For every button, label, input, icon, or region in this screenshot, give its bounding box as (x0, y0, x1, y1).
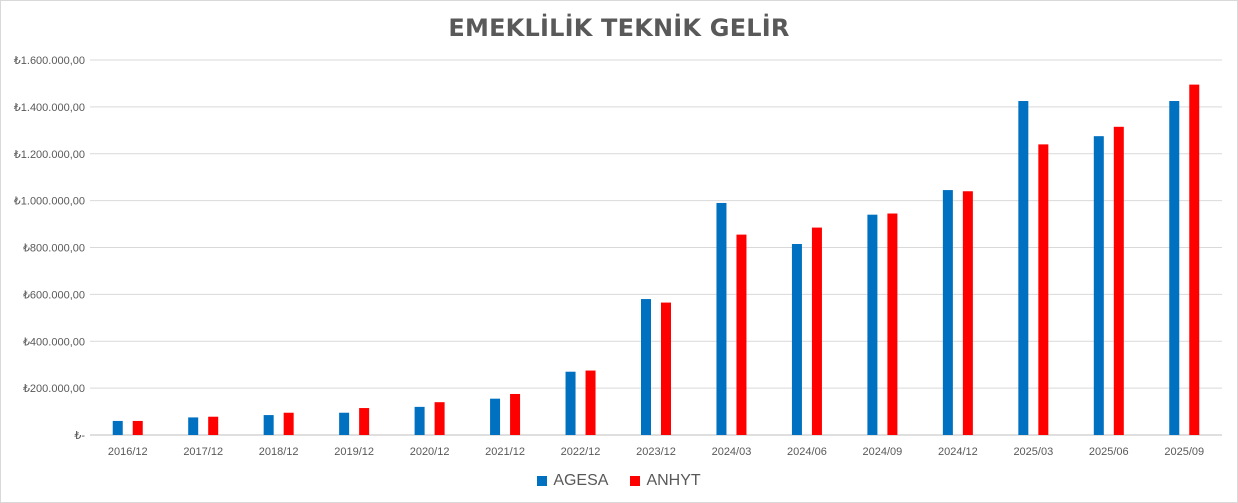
x-tick-label: 2017/12 (183, 446, 223, 458)
chart-title: EMEKLİLİK TEKNİK GELİR (448, 14, 790, 42)
bar-anhyt-2024-03 (736, 234, 747, 435)
bar-anhyt-2024-06 (811, 227, 822, 435)
bar-agesa-2019-12 (339, 412, 350, 435)
x-tick-label: 2025/03 (1013, 446, 1053, 458)
gridlines (90, 59, 1222, 436)
y-tick-label: ₺600.000,00 (23, 289, 85, 301)
bar-anhyt-2025-06 (1113, 126, 1124, 435)
bar-anhyt-2016-12 (132, 420, 143, 435)
x-tick-label: 2020/12 (410, 446, 450, 458)
bar-anhyt-2020-12 (434, 402, 445, 435)
y-tick-label: ₺1.400.000,00 (14, 102, 85, 114)
x-tick-label: 2024/09 (863, 446, 903, 458)
x-tick-label: 2024/06 (787, 446, 827, 458)
x-tick-label: 2025/09 (1164, 446, 1204, 458)
legend: AGESA ANHYT (0, 472, 1238, 490)
bar-agesa-2023-12 (641, 299, 651, 435)
x-tick-label: 2023/12 (636, 446, 676, 458)
x-tick-label: 2024/12 (938, 446, 978, 458)
bar-agesa-2024-09 (867, 214, 878, 435)
legend-label-agesa: AGESA (553, 472, 609, 489)
x-tick-label: 2019/12 (334, 446, 374, 458)
bar-agesa-2022-12 (565, 371, 576, 435)
legend-swatch-agesa (537, 476, 548, 486)
bar-agesa-2018-12 (263, 415, 274, 435)
bar-agesa-2024-03 (716, 202, 727, 435)
bars (112, 84, 1200, 435)
x-axis: 2016/12 2017/12 2018/12 2019/12 2020/12 2021/… (108, 446, 1204, 458)
y-tick-label: ₺1.600.000,00 (14, 55, 85, 67)
bar-anhyt-2019-12 (359, 408, 370, 435)
y-tick-label: ₺1.000.000,00 (14, 196, 85, 208)
bar-agesa-2021-12 (490, 398, 501, 435)
bar-anhyt-2017-12 (208, 416, 219, 435)
bar-agesa-2016-12 (112, 420, 123, 435)
bar-anhyt-2024-09 (887, 213, 898, 435)
y-tick-label: ₺400.000,00 (23, 336, 85, 348)
x-tick-label: 2016/12 (108, 446, 148, 458)
bar-agesa-2024-06 (791, 243, 802, 435)
bar-agesa-2017-12 (188, 417, 199, 435)
x-tick-label: 2022/12 (561, 446, 601, 458)
y-tick-label: ₺1.200.000,00 (14, 149, 85, 161)
legend-swatch-anhyt (630, 476, 641, 486)
bar-agesa-2020-12 (414, 406, 425, 435)
x-tick-label: 2025/06 (1089, 446, 1129, 458)
x-tick-label: 2021/12 (485, 446, 525, 458)
bar-agesa-2025-09 (1169, 101, 1180, 435)
legend-item-anhyt: ANHYT (630, 472, 701, 490)
bar-agesa-2025-03 (1018, 101, 1029, 435)
legend-item-agesa: AGESA (537, 472, 608, 490)
y-tick-label: ₺200.000,00 (23, 383, 85, 395)
bar-anhyt-2022-12 (585, 370, 596, 435)
y-axis: ₺- ₺200.000,00 ₺400.000,00 ₺600.000,00 ₺800.… (14, 55, 86, 442)
y-tick-label: ₺- (74, 430, 85, 442)
bar-anhyt-2025-03 (1038, 144, 1049, 435)
y-tick-label: ₺800.000,00 (23, 243, 85, 255)
legend-label-anhyt: ANHYT (646, 472, 701, 489)
x-tick-label: 2024/03 (712, 446, 752, 458)
bar-anhyt-2021-12 (510, 393, 521, 435)
x-tick-label: 2018/12 (259, 446, 299, 458)
bar-agesa-2025-06 (1093, 136, 1104, 435)
bar-agesa-2024-12 (942, 190, 953, 435)
bar-anhyt-2025-09 (1189, 84, 1200, 435)
bar-anhyt-2023-12 (661, 302, 671, 435)
bar-anhyt-2018-12 (283, 412, 294, 435)
bar-anhyt-2024-12 (962, 191, 973, 435)
